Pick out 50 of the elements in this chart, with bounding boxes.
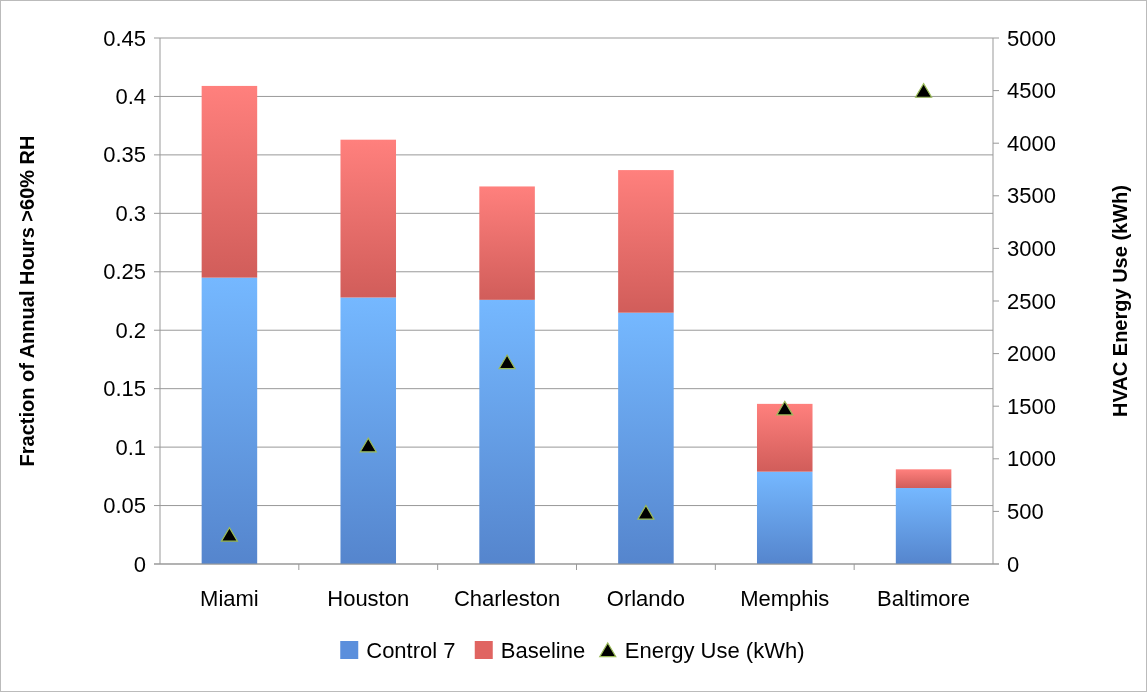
y-tick-label: 0.1 — [115, 434, 146, 460]
bar — [756, 471, 813, 564]
y-tick-label: 0.25 — [103, 259, 146, 285]
y2-tick-label: 0 — [1007, 551, 1020, 577]
x-tick-label: Houston — [327, 586, 410, 611]
bar — [756, 403, 813, 472]
y2-tick-label: 4000 — [1007, 130, 1056, 156]
bar — [479, 299, 535, 564]
y-tick-label: 0.45 — [103, 25, 146, 51]
y-tick-label: 0.3 — [115, 200, 146, 226]
y2-tick-label: 2500 — [1007, 288, 1056, 314]
y-tick-label: 0 — [133, 551, 146, 577]
legend-label: Energy Use (kWh) — [624, 637, 805, 663]
legend-label: Control 7 — [366, 637, 456, 663]
y2-tick-label: 500 — [1007, 498, 1044, 524]
point — [220, 527, 239, 542]
y2-tick-label: 1000 — [1007, 446, 1056, 472]
y2-tick-label: 5000 — [1007, 25, 1056, 51]
y-tick-label: 0.15 — [103, 376, 146, 402]
y-axis-title: Fraction of Annual Hours >60% RH — [16, 135, 38, 467]
x-tick-label: Memphis — [740, 586, 830, 611]
x-tick-label: Baltimore — [877, 586, 971, 611]
y-tick-label: 0.05 — [103, 493, 146, 519]
bar — [618, 312, 674, 564]
y2-axis-title: HVAC Energy Use (kWh) — [1109, 185, 1131, 417]
y2-tick-label: 3500 — [1007, 183, 1056, 209]
bar — [201, 85, 258, 278]
bar — [895, 488, 952, 564]
point — [776, 400, 794, 416]
x-tick-label: Miami — [200, 586, 259, 611]
bar — [201, 277, 258, 564]
y2-tick-label: 4500 — [1007, 78, 1056, 104]
point — [498, 354, 516, 370]
bar — [340, 297, 397, 564]
y-tick-label: 0.4 — [115, 83, 146, 109]
y2-tick-label: 1500 — [1007, 393, 1056, 419]
bar — [618, 170, 674, 313]
x-tick-label: Charleston — [453, 586, 561, 611]
point — [637, 504, 655, 520]
bar — [340, 139, 397, 298]
bar — [479, 186, 535, 300]
point — [359, 437, 377, 453]
y2-tick-label: 2000 — [1007, 341, 1056, 367]
legend-label: Baseline — [500, 637, 586, 663]
y-tick-label: 0.2 — [115, 317, 146, 343]
bar — [895, 469, 952, 489]
y2-tick-label: 3000 — [1007, 235, 1056, 261]
x-tick-label: Orlando — [606, 586, 686, 611]
y-tick-label: 0.35 — [103, 142, 146, 168]
point — [914, 83, 933, 98]
